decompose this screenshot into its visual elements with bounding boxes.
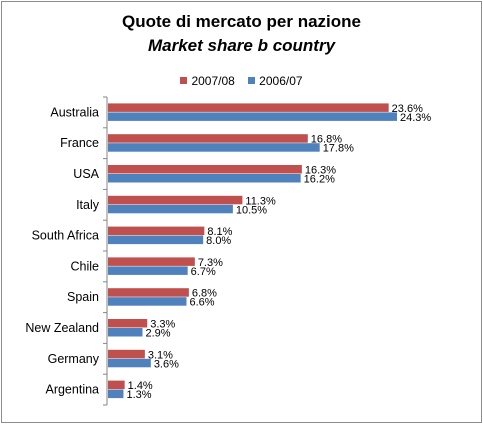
data-label: 6.7% [191, 266, 216, 278]
data-label: 23.6% [392, 103, 423, 115]
chart-title: Quote di mercato per nazione [122, 12, 361, 31]
bar-2007-08 [108, 226, 205, 236]
bar-2007-08 [108, 134, 308, 143]
category-label: South Africa [32, 229, 99, 243]
data-label: 1.3% [126, 389, 151, 401]
bar-2007-08 [108, 319, 148, 328]
bar-2007-08 [108, 195, 243, 205]
data-label: 3.1% [148, 349, 173, 361]
bar-2007-08 [108, 165, 302, 174]
bar-2006-07 [108, 235, 204, 245]
bar-2007-08 [108, 380, 125, 390]
category-label: Spain [67, 290, 99, 304]
bar-2006-07 [108, 389, 124, 399]
data-label: 17.8% [323, 143, 354, 155]
data-label: 8.0% [206, 235, 231, 247]
data-label: 3.6% [154, 358, 179, 370]
legend-swatch-2007-08 [180, 77, 188, 84]
data-label: 24.3% [400, 112, 431, 124]
category-label: New Zealand [25, 321, 99, 335]
bar-2007-08 [108, 288, 189, 297]
category-label: Argentina [45, 383, 99, 397]
bar-2006-07 [108, 297, 187, 306]
bar-2006-07 [108, 358, 151, 368]
data-label: 16.8% [311, 134, 342, 146]
data-label: 10.5% [236, 204, 267, 216]
data-label: 6.6% [189, 297, 214, 309]
legend-label-2007-08: 2007/08 [191, 74, 235, 88]
data-label: 16.2% [304, 174, 335, 186]
data-label: 11.3% [245, 195, 276, 207]
chart-subtitle: Market share b country [147, 36, 336, 55]
bar-2007-08 [108, 257, 195, 266]
category-label: USA [73, 167, 99, 181]
legend-label-2006-07: 2006/07 [259, 74, 303, 88]
category-label: Australia [50, 105, 99, 119]
data-label: 8.1% [207, 226, 232, 238]
legend-item-2007-08: 2007/08 [180, 74, 235, 88]
category-label: Italy [76, 198, 100, 212]
data-label: 2.9% [145, 328, 170, 340]
data-label: 1.4% [128, 380, 153, 392]
data-label: 7.3% [198, 257, 223, 269]
bar-2006-07 [108, 143, 320, 152]
bar-2006-07 [108, 112, 397, 121]
data-label: 3.3% [150, 319, 175, 331]
category-label: Germany [48, 352, 100, 366]
category-label: France [60, 136, 99, 150]
legend-swatch-2006-07 [248, 77, 256, 84]
bar-2007-08 [108, 103, 389, 112]
category-label: Chile [71, 259, 100, 273]
bar-2006-07 [108, 266, 188, 275]
bar-2007-08 [108, 349, 145, 359]
bar-2006-07 [108, 204, 233, 214]
legend-item-2006-07: 2006/07 [248, 74, 303, 88]
data-label: 6.8% [192, 288, 217, 300]
bar-2006-07 [108, 174, 301, 183]
data-label: 16.3% [305, 165, 336, 177]
bar-2006-07 [108, 328, 143, 337]
legend: 2007/08 2006/07 [2, 74, 481, 88]
